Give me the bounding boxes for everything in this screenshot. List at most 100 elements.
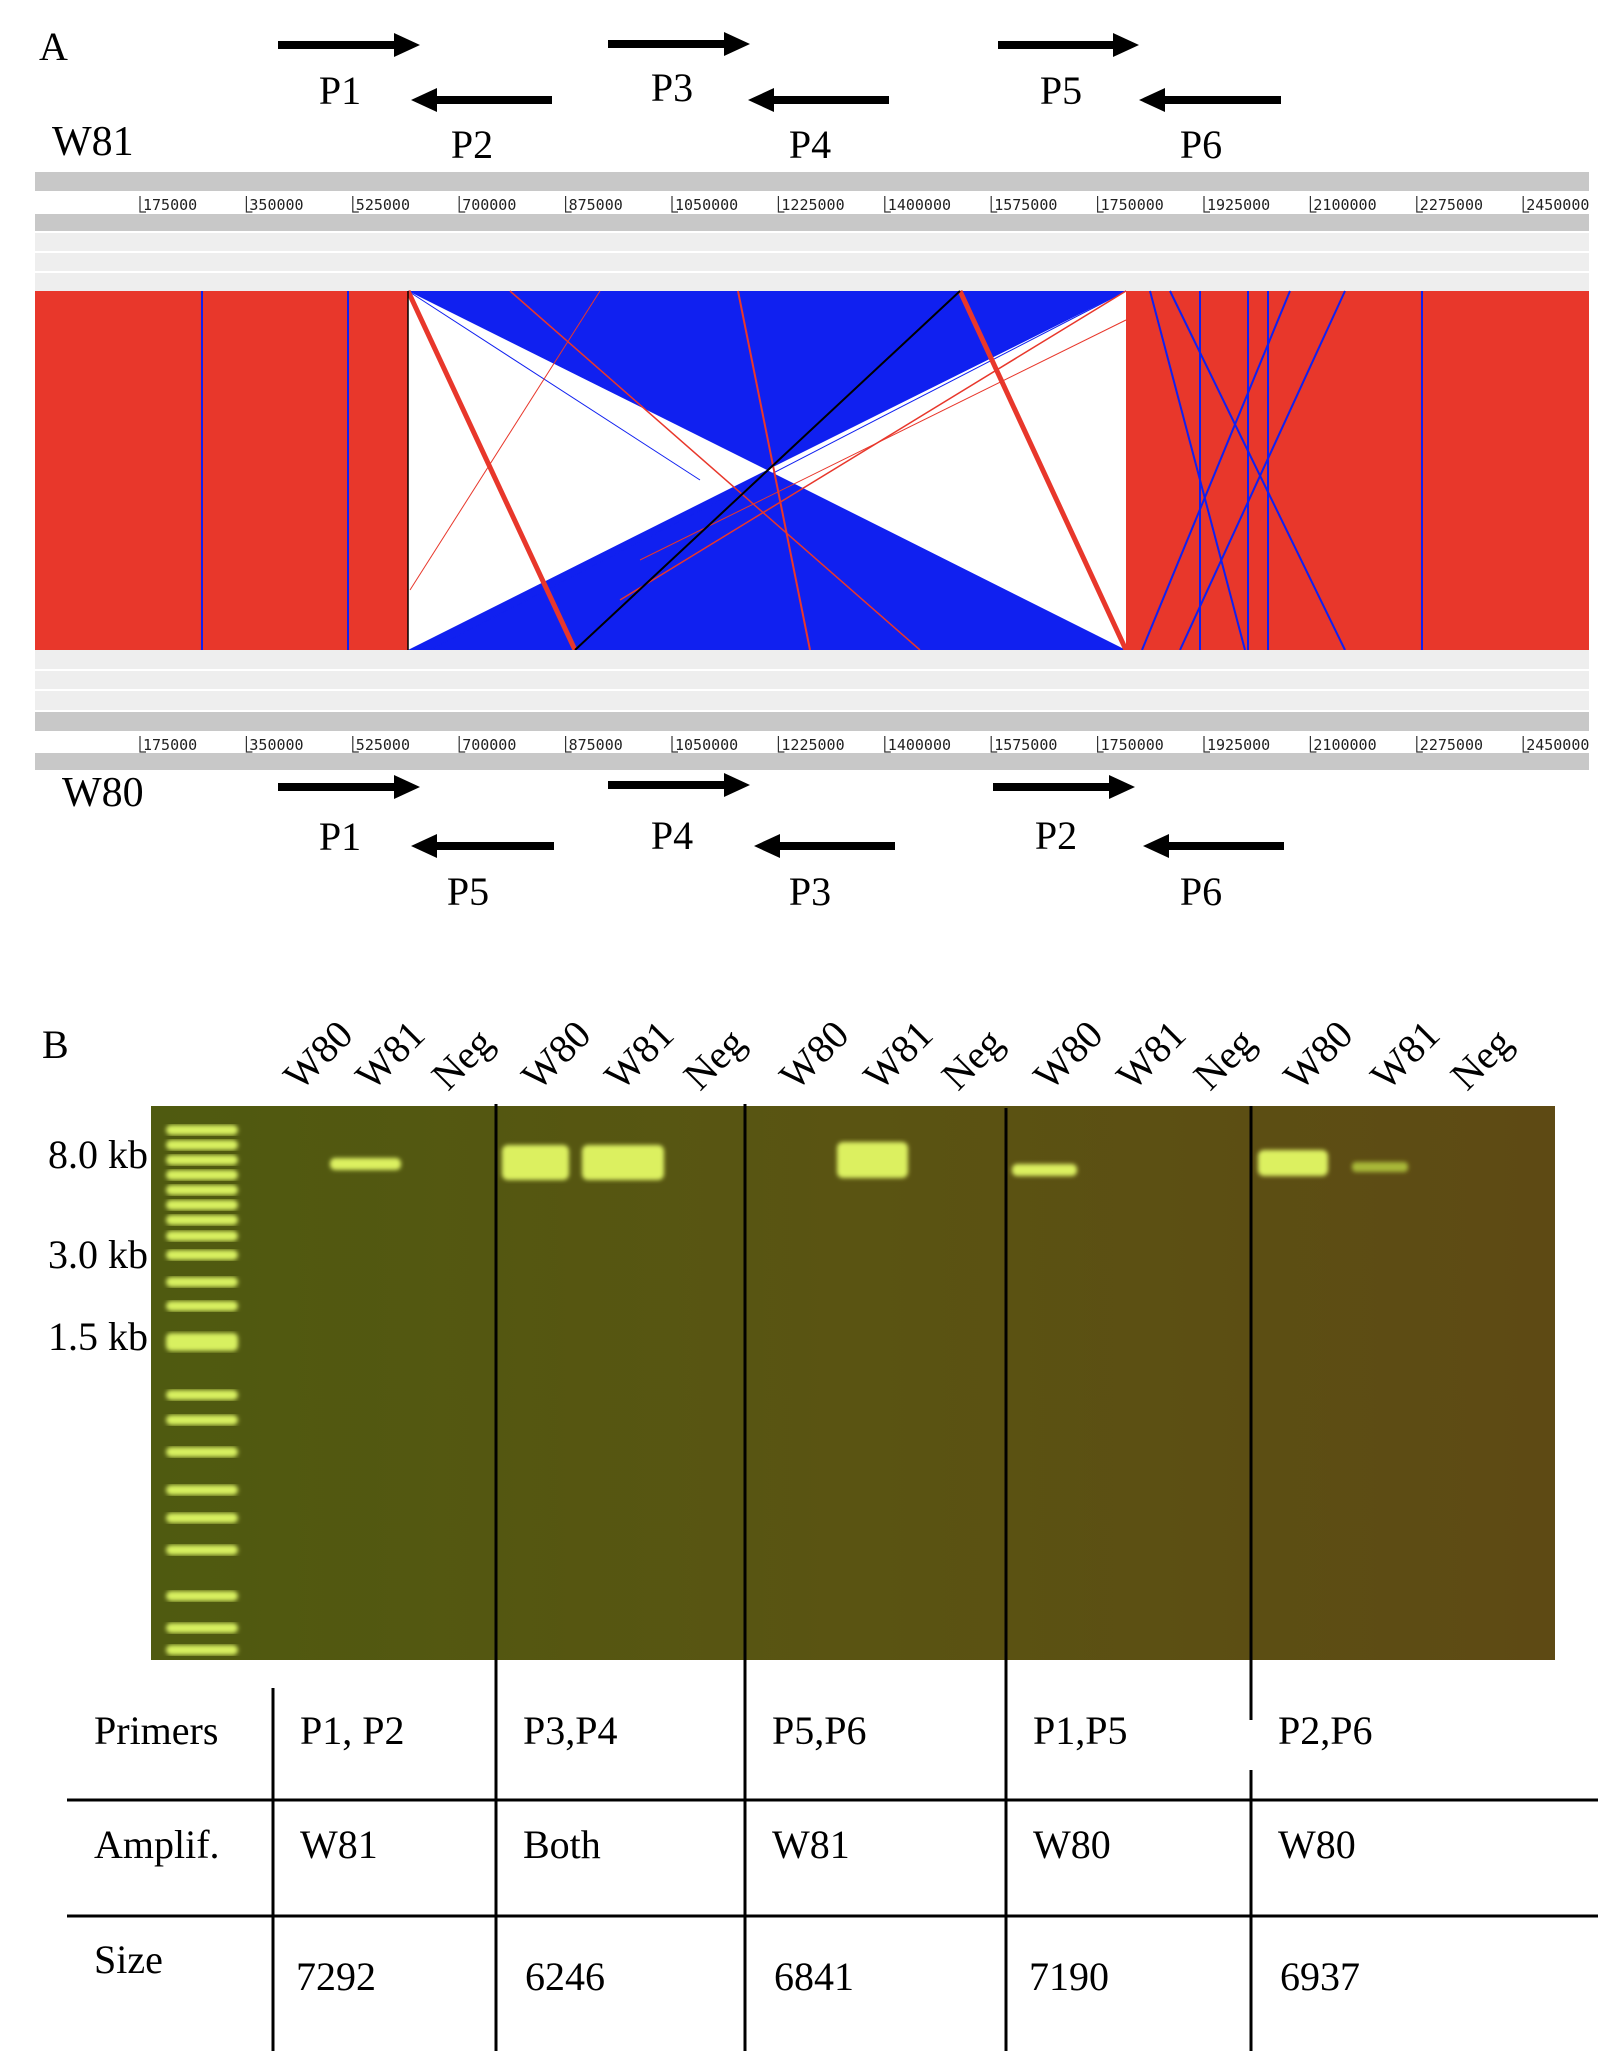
primer-label: P1 bbox=[319, 814, 361, 859]
primer-label: P4 bbox=[651, 813, 693, 858]
ruler-tick bbox=[1309, 736, 1317, 753]
ruler-tick bbox=[1522, 736, 1530, 753]
ruler-tick-label: 1575000 bbox=[994, 736, 1057, 754]
ladder-band bbox=[166, 1485, 238, 1495]
ladder-band bbox=[166, 1591, 238, 1601]
band-p5p6-w81 bbox=[837, 1142, 908, 1178]
ruler-tick-label: 2275000 bbox=[1420, 736, 1483, 754]
cell-size: 7292 bbox=[296, 1954, 376, 1999]
ruler-tick-label: 1750000 bbox=[1101, 736, 1164, 754]
primer-label: P4 bbox=[789, 122, 831, 167]
lane-label: W81 bbox=[596, 1012, 683, 1099]
ruler-tick-label: 700000 bbox=[462, 196, 516, 214]
ladder-band bbox=[166, 1333, 238, 1351]
primer-label: P5 bbox=[447, 869, 489, 914]
lane-label: W80 bbox=[1025, 1012, 1112, 1099]
row-header-primers: Primers bbox=[94, 1708, 218, 1753]
ruler-tick bbox=[1416, 196, 1423, 213]
ruler-tick-label: 2450000 bbox=[1526, 196, 1589, 214]
ruler-tick-label: 2450000 bbox=[1526, 736, 1589, 754]
lane-label: Neg bbox=[1442, 1019, 1521, 1098]
primer-label: P2 bbox=[1035, 813, 1077, 858]
ruler-tick bbox=[1309, 196, 1317, 213]
ruler-tick-label: 175000 bbox=[143, 736, 197, 754]
ladder-band bbox=[166, 1545, 238, 1555]
ruler-tick bbox=[1097, 196, 1104, 213]
ruler-tick bbox=[458, 196, 466, 213]
synteny-comparison bbox=[35, 289, 1589, 652]
arrowhead-icon bbox=[411, 88, 437, 112]
top-ruler bbox=[35, 191, 1589, 214]
arrowhead-icon bbox=[748, 88, 774, 112]
cell-amplified: W81 bbox=[300, 1822, 378, 1867]
ruler-tick bbox=[1097, 736, 1104, 753]
cell-size: 6841 bbox=[774, 1954, 854, 1999]
ruler-tick bbox=[139, 736, 146, 753]
top-track-bar bbox=[35, 214, 1589, 231]
bottom-feature-track bbox=[35, 650, 1589, 710]
ladder-band bbox=[166, 1200, 238, 1210]
bottom-track-bar bbox=[35, 753, 1589, 770]
ladder-band bbox=[166, 1170, 238, 1180]
panel-a-label: A bbox=[39, 24, 68, 69]
cell-size: 6937 bbox=[1280, 1954, 1360, 1999]
ladder-band bbox=[166, 1125, 238, 1135]
lane-label: W80 bbox=[275, 1012, 362, 1099]
ruler-tick-label: 350000 bbox=[249, 196, 303, 214]
primer-label: P2 bbox=[451, 122, 493, 167]
panel-b-label: B bbox=[42, 1022, 69, 1067]
ladder-band bbox=[166, 1623, 238, 1633]
ruler-tick bbox=[671, 736, 678, 753]
arrowhead-icon bbox=[724, 773, 750, 797]
size-marker-1-5kb: 1.5 kb bbox=[48, 1314, 148, 1359]
lane-label: Neg bbox=[423, 1019, 502, 1098]
primer-label: P1 bbox=[319, 68, 361, 113]
ladder-band bbox=[166, 1390, 238, 1400]
cell-amplified: W81 bbox=[772, 1822, 850, 1867]
ruler-tick bbox=[777, 196, 785, 213]
collinear-block-right bbox=[1126, 291, 1589, 650]
lane-label: Neg bbox=[933, 1019, 1012, 1098]
bottom-ruler-ticks: 175000 350000 525000 700000 875000 1050000 122… bbox=[139, 736, 1589, 754]
lane-label: W81 bbox=[347, 1012, 434, 1099]
lane-label: Neg bbox=[1185, 1019, 1264, 1098]
size-marker-3kb: 3.0 kb bbox=[48, 1232, 148, 1277]
primer-label: P3 bbox=[789, 869, 831, 914]
ruler-tick bbox=[884, 196, 891, 213]
ladder-band bbox=[166, 1215, 238, 1225]
lane-group-dividers bbox=[67, 1104, 1598, 2051]
primer-label: P3 bbox=[651, 65, 693, 110]
inverted-block-top bbox=[408, 291, 1126, 470]
ladder-band bbox=[166, 1645, 238, 1655]
band-p1p2-w81 bbox=[330, 1158, 401, 1170]
ladder-band bbox=[166, 1277, 238, 1287]
top-track-bar bbox=[35, 172, 1589, 191]
top-genome-label: W81 bbox=[52, 119, 134, 165]
ruler-tick bbox=[884, 736, 891, 753]
top-feature-track bbox=[35, 233, 1589, 291]
band-p3p4-w81 bbox=[582, 1145, 664, 1180]
ruler-tick-label: 1400000 bbox=[888, 736, 951, 754]
ruler-tick bbox=[990, 736, 998, 753]
ruler-tick-label: 1400000 bbox=[888, 196, 951, 214]
inverted-block-bottom bbox=[408, 470, 1126, 650]
ruler-tick-label: 1925000 bbox=[1207, 196, 1270, 214]
cell-amplified: W80 bbox=[1278, 1822, 1356, 1867]
size-marker-8kb: 8.0 kb bbox=[48, 1132, 148, 1177]
ruler-tick bbox=[1522, 196, 1530, 213]
ruler-tick-label: 1050000 bbox=[675, 736, 738, 754]
ruler-tick bbox=[1203, 736, 1210, 753]
ruler-tick bbox=[139, 196, 146, 213]
arrowhead-icon bbox=[1109, 775, 1135, 799]
ladder-band bbox=[166, 1140, 238, 1150]
ruler-tick bbox=[458, 736, 466, 753]
ruler-tick-label: 1925000 bbox=[1207, 736, 1270, 754]
dna-ladder bbox=[166, 1125, 238, 1655]
ladder-band bbox=[166, 1155, 238, 1165]
ruler-tick-label: 525000 bbox=[356, 736, 410, 754]
cell-size: 6246 bbox=[525, 1954, 605, 1999]
band-p2p6-w80 bbox=[1258, 1150, 1328, 1176]
ruler-tick-label: 1050000 bbox=[675, 196, 738, 214]
